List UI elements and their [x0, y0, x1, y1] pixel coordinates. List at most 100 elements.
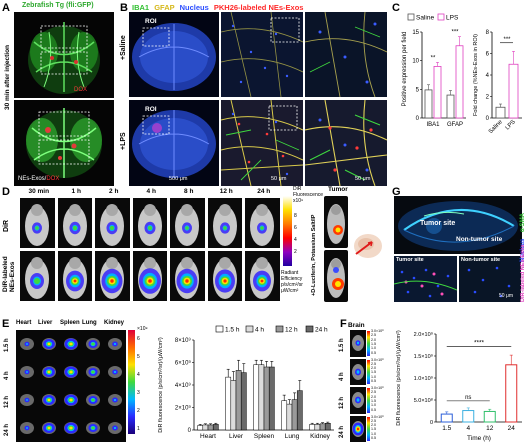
ivis-mouse-image	[57, 198, 92, 248]
brain-cb-tick: 3.0×10⁸	[371, 414, 384, 419]
time-label: 2 h	[109, 188, 119, 195]
ivis-mouse-image	[57, 251, 92, 301]
bar	[424, 89, 433, 119]
panel-a-title: Zebrafish Tg (fli:GFP)	[22, 2, 94, 9]
bar	[197, 425, 204, 431]
scale-50um-a: 50 μm	[271, 176, 287, 182]
ivis-mouse-image	[95, 198, 130, 248]
brain-cb-tick: 1.5	[371, 341, 376, 346]
brain-cb-tick: 2.0	[371, 366, 376, 371]
y-tick-label: 6	[486, 52, 490, 58]
chart-f: 0 5.0×10⁸ 1.0×10⁹ 1.5×10⁹ 2.0×10⁹ DiR fluores…	[396, 330, 522, 442]
ivis-mouse-image	[20, 198, 55, 248]
panel-e-row-labels: 1.5 h 4 h 12 h 24 h	[2, 330, 16, 442]
brain-colorbar	[367, 416, 370, 441]
panel-g-tumor-zoom: Tumor site	[394, 256, 457, 302]
panel-letter-g: G	[392, 186, 401, 198]
organ-signal	[113, 426, 117, 430]
legend-swatch	[437, 13, 445, 21]
ivis-mouse-image	[245, 251, 280, 301]
organ-row-label: 1.5 h	[4, 338, 10, 352]
bar	[483, 410, 496, 423]
y-tick-label: 5	[416, 87, 420, 93]
bar	[440, 413, 453, 423]
panel-a-side-label: 30 min after injection	[4, 44, 11, 110]
brain-saline-zoom1	[221, 12, 303, 97]
bar	[268, 366, 275, 431]
y-tick-label: 1.0×10⁹	[414, 375, 433, 382]
brain-ivis-image	[350, 415, 366, 442]
brain-cb-tick: 1.5	[371, 398, 376, 403]
cb-tick-8: 8	[294, 213, 297, 219]
significance-label: ***	[503, 37, 511, 43]
brain-cb-tick: 2.5	[371, 418, 376, 423]
organ-signal	[91, 398, 95, 402]
panel-e-organ-labels: Heart Liver Spleen Lung Kidney	[14, 320, 126, 330]
cb-label-unit2: μW/cm²	[281, 288, 299, 294]
legend-swatch	[245, 325, 254, 333]
ivis-mouse-image	[245, 198, 280, 248]
significance-label: ****	[474, 339, 485, 346]
e-cb-tick: 6	[137, 336, 140, 342]
organ-signal	[47, 370, 51, 374]
time-label: 4 h	[146, 188, 156, 195]
g-non-tumor-label: Non-tumor site	[456, 236, 503, 243]
e-cb-tick: 2	[137, 408, 140, 414]
bar	[433, 66, 442, 119]
brain-row-label: 12 h	[339, 396, 345, 409]
ivis-mouse-image	[20, 251, 55, 301]
panel-f-brain-images: 3.0×10⁸ 2.5 2.0 1.5 1.0 0.5 3.0×10⁸ 2.5 2.0 1.5 1.…	[350, 329, 384, 444]
brain-cb-tick: 1.5	[371, 370, 376, 375]
bar	[291, 399, 298, 431]
cb-tick-2: 2	[294, 249, 297, 255]
cb-exp: x10⁹	[293, 198, 304, 204]
brain-colorbar	[367, 388, 370, 413]
ivis-mouse-image	[132, 251, 167, 301]
panel-b-row-lps: +LPS	[120, 132, 127, 150]
panel-a-exos-tag: NEs-Exos/	[18, 176, 47, 182]
panel-b-legend: IBA1 GFAP Nucleus PKH26-labeled NEs-Exos	[132, 3, 303, 12]
brain-cb-tick: 1.0	[371, 431, 376, 436]
bar	[455, 45, 464, 119]
brain-cb-tick: 3.0×10⁸	[371, 329, 384, 333]
y-tick-label: 2×10⁹	[175, 405, 192, 412]
tumor-mouse-2	[324, 250, 348, 302]
panel-letter-b: B	[120, 2, 128, 14]
organ-signal	[113, 370, 117, 374]
x-tick-label: Liver	[229, 433, 244, 440]
brain-row-label: 4 h	[339, 371, 345, 381]
brain-cb-tick: 1.0	[371, 403, 376, 408]
panel-f-brain-title: Brain	[348, 322, 365, 329]
x-tick-label: LPS	[505, 119, 517, 131]
brain-cb-tick: 0.5	[371, 379, 376, 383]
tumor-photo	[352, 232, 384, 260]
organ-signal	[91, 342, 95, 346]
bar	[207, 424, 214, 431]
bar	[253, 364, 260, 431]
bar	[230, 380, 237, 431]
y-tick-label: 2	[486, 95, 490, 101]
panel-d-row-exos: DiR-labeled NEs-Exos	[2, 256, 16, 292]
y-tick-label: 6×10⁹	[175, 360, 192, 367]
panel-g-tumor-overview: Tumor site Non-tumor site	[394, 196, 522, 254]
bar	[446, 94, 455, 119]
bar	[240, 372, 247, 431]
significance-label: ns	[465, 395, 471, 401]
e-cb-tick: 4	[137, 372, 140, 378]
organ-signal	[69, 342, 73, 346]
organ-label: Lung	[82, 320, 97, 326]
chart-e: 0 2×10⁹ 4×10⁹ 6×10⁹ 8×10⁹ DiR fluorescence (p…	[158, 325, 334, 440]
tumor-mouse-1	[324, 196, 348, 248]
ivis-mouse-image	[207, 198, 242, 248]
brain-cb-tick: 2.5	[371, 333, 376, 338]
x-tick-label: GFAP	[447, 122, 463, 128]
panel-d-mouse-grid	[18, 198, 280, 302]
legend-label: LPS	[446, 15, 459, 22]
legend-nucleus: Nucleus	[179, 3, 209, 12]
cb-title-2: Fluorescence	[293, 192, 324, 198]
panel-d-time-labels: 30 min 1 h 2 h 4 h 8 h 12 h 24 h	[16, 188, 286, 198]
scale-500um: 500 μm	[169, 176, 188, 182]
brain-cb-tick: 3.0×10⁸	[371, 386, 384, 390]
organ-signal	[47, 426, 51, 430]
cb-label-radiant: Radiant	[281, 270, 299, 276]
